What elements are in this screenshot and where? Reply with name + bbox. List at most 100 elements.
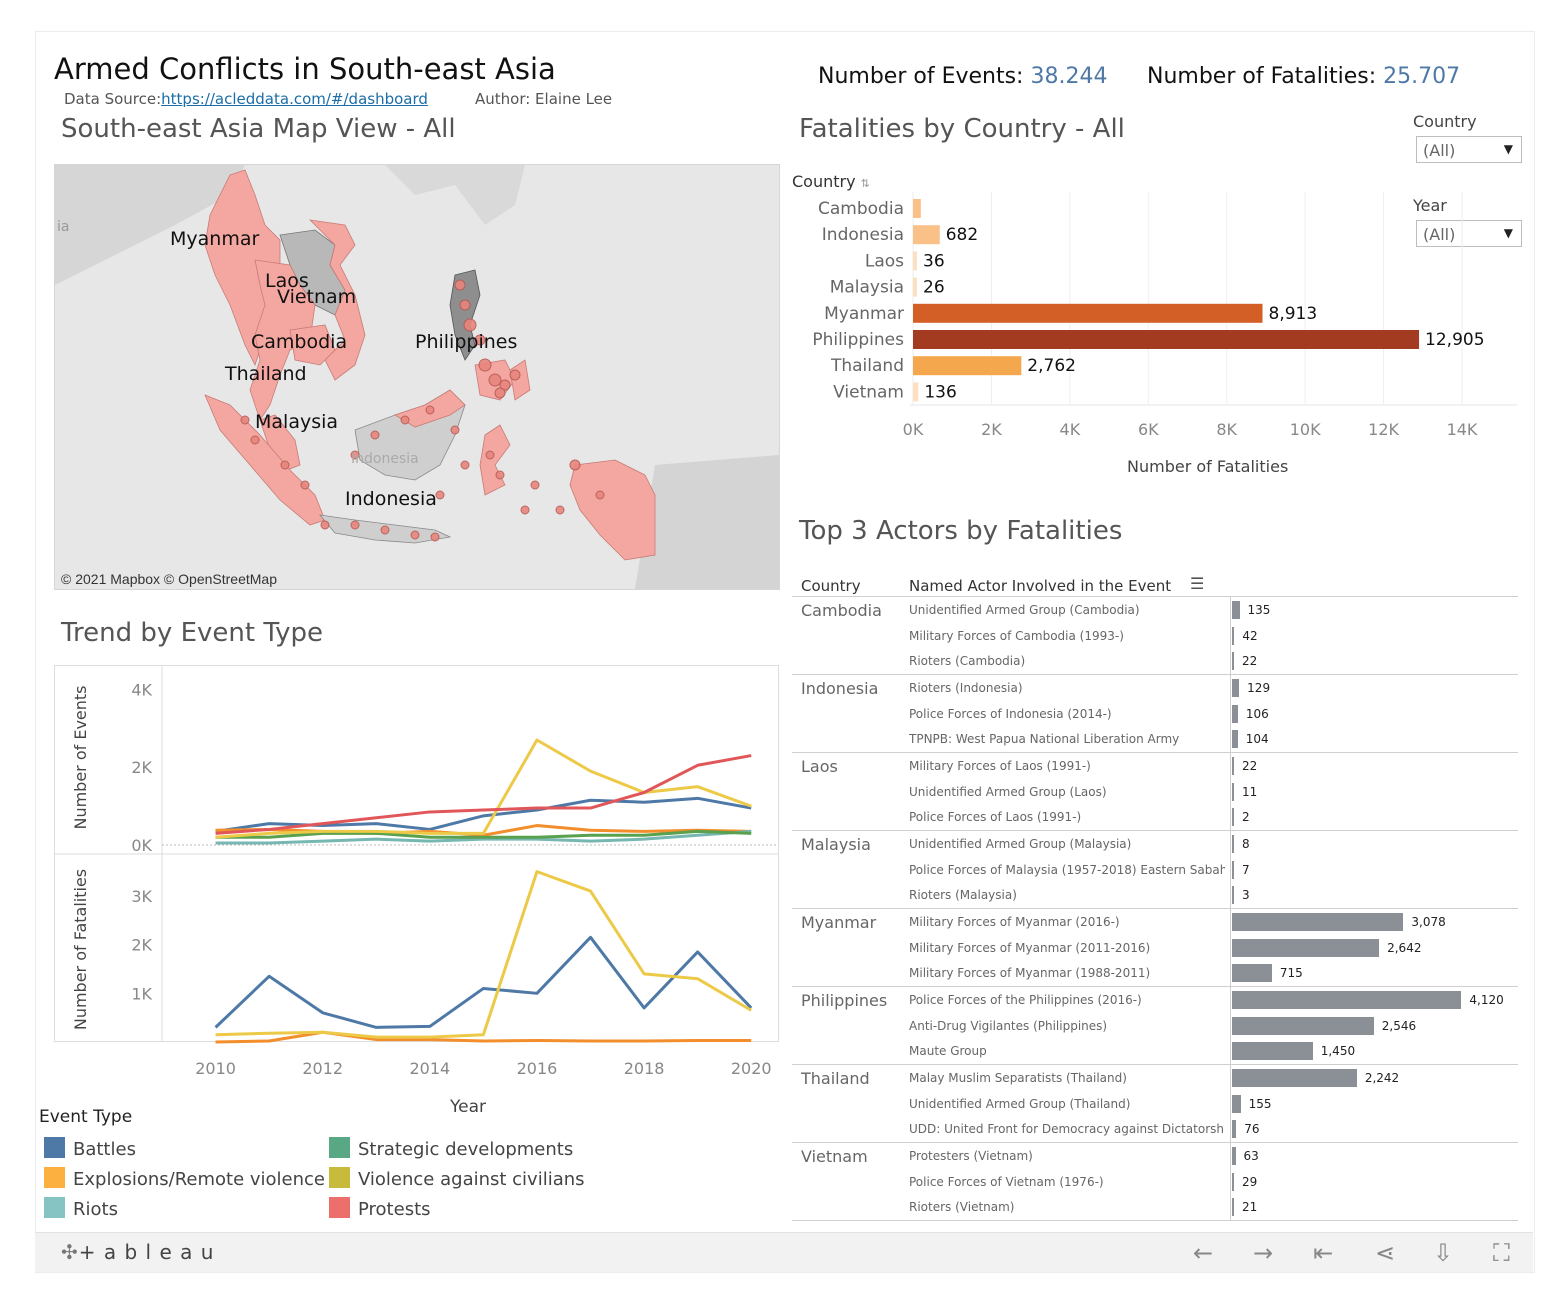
legend-label: Strategic developments [358,1139,573,1160]
actor-bar[interactable] [1232,886,1234,904]
bar[interactable] [913,278,917,297]
actor-row[interactable]: TPNPB: West Papua National Liberation Ar… [792,727,1518,752]
fatalities-country-header[interactable]: Country ⇅ [792,172,870,191]
country-filter-value: (All) [1423,141,1455,160]
actor-bar[interactable] [1232,730,1238,748]
actor-row[interactable]: Maute Group 1,450 [792,1039,1518,1064]
bar[interactable] [913,382,918,401]
actor-bar[interactable] [1232,1095,1241,1113]
actor-row[interactable]: Unidentified Armed Group (Thailand) 155 [792,1092,1518,1117]
actor-row[interactable]: Unidentified Armed Group (Laos) 11 [792,780,1518,805]
revert-icon[interactable]: ⇤ [1313,1239,1333,1267]
share-icon[interactable]: ⋖ [1375,1239,1395,1267]
series-line[interactable] [216,937,752,1027]
country-filter-dropdown[interactable]: (All) ▼ [1416,136,1522,163]
actors-col-actor[interactable]: Named Actor Involved in the Event [909,577,1171,595]
actor-bar[interactable] [1232,757,1234,775]
actor-bar[interactable] [1232,835,1234,853]
sort-icon[interactable]: ⇅ [861,177,870,190]
actor-bar[interactable] [1232,1120,1236,1138]
actor-bar[interactable] [1232,1042,1313,1060]
download-icon[interactable]: ⇩ [1433,1239,1453,1267]
actor-row[interactable]: Military Forces of Myanmar (2016-) 3,078 [792,910,1518,935]
actors-col-country[interactable]: Country [801,577,861,595]
actor-group: Cambodia Unidentified Armed Group (Cambod… [792,597,1518,675]
sulawesi-shape[interactable] [480,425,510,495]
legend-item-protests[interactable]: Protests [329,1197,431,1220]
trend-line-chart[interactable]: 0K 2K 4K Number of Events 1K 2K 3K Number of Fa… [54,665,780,1090]
actor-row[interactable]: Military Forces of Myanmar (2011-2016) 2,… [792,936,1518,961]
actor-row[interactable]: Rioters (Cambodia) 22 [792,649,1518,674]
actor-bar[interactable] [1232,1198,1234,1216]
bar[interactable] [913,356,1021,375]
actor-value: 3 [1242,888,1250,902]
actor-bar[interactable] [1232,913,1403,931]
map-canvas[interactable]: Myanmar Laos Vietnam Cambodia Philippine… [55,165,779,589]
bar[interactable] [913,225,940,244]
actor-bar[interactable] [1232,939,1379,957]
actor-row[interactable]: Military Forces of Cambodia (1993-) 42 [792,624,1518,649]
actor-bar[interactable] [1232,679,1239,697]
undo-icon[interactable]: ← [1193,1239,1213,1267]
series-line[interactable] [216,872,752,1038]
actor-row[interactable]: UDD: United Front for Democracy against … [792,1117,1518,1142]
actor-row[interactable]: Police Forces of Vietnam (1976-) 29 [792,1170,1518,1195]
bar[interactable] [913,199,921,218]
actor-row[interactable]: Police Forces of Malaysia (1957-2018) Ea… [792,858,1518,883]
actor-row[interactable]: Rioters (Vietnam) 21 [792,1195,1518,1220]
actor-bar[interactable] [1232,1147,1236,1165]
actor-row[interactable]: Police Forces of Indonesia (2014-) 106 [792,702,1518,727]
actor-name: Military Forces of Cambodia (1993-) [909,629,1225,643]
actor-row[interactable]: Rioters (Malaysia) 3 [792,883,1518,908]
actor-bar[interactable] [1232,705,1238,723]
actor-value: 1,450 [1321,1044,1355,1058]
actor-row[interactable]: Malay Muslim Separatists (Thailand) 2,242 [792,1066,1518,1091]
actor-bar[interactable] [1232,1173,1234,1191]
series-line[interactable] [216,756,752,834]
actor-bar[interactable] [1232,964,1272,982]
actor-row[interactable]: Military Forces of Laos (1991-) 22 [792,754,1518,779]
actor-bar[interactable] [1232,601,1240,619]
actor-group: Philippines Police Forces of the Philippi… [792,987,1518,1065]
actor-bar[interactable] [1232,783,1234,801]
legend-item-riots[interactable]: Riots [44,1197,118,1220]
series-line[interactable] [216,740,752,837]
actor-row[interactable]: Unidentified Armed Group (Malaysia) 8 [792,832,1518,857]
redo-icon[interactable]: → [1253,1239,1273,1267]
actor-bar[interactable] [1232,1069,1357,1087]
legend-item-explosions[interactable]: Explosions/Remote violence [44,1167,325,1190]
map-label-thailand: Thailand [224,363,307,385]
papua-shape[interactable] [570,460,655,560]
legend-label: Explosions/Remote violence [73,1169,325,1190]
bar[interactable] [913,330,1419,349]
actor-row[interactable]: Unidentified Armed Group (Cambodia) 135 [792,598,1518,623]
fatalities-bar-chart[interactable]: 0K 2K 4K 6K 8K 10K 12K 14K Cambodia Indonesia 682 L… [792,192,1527,482]
actor-row[interactable]: Protesters (Vietnam) 63 [792,1144,1518,1169]
actor-bar[interactable] [1232,808,1234,826]
actor-bar[interactable] [1232,991,1461,1009]
x-tick-label: 12K [1368,420,1399,439]
data-source-link[interactable]: https://acleddata.com/#/dashboard [161,90,428,108]
actor-row[interactable]: Rioters (Indonesia) 129 [792,676,1518,701]
map-view[interactable]: Myanmar Laos Vietnam Cambodia Philippine… [54,164,780,590]
actor-value: 42 [1242,629,1257,643]
sort-descending-icon[interactable]: ☰ [1190,574,1204,593]
actor-value: 2,242 [1365,1071,1399,1085]
actor-bar[interactable] [1232,1017,1374,1035]
x-tick-label: 2020 [731,1059,772,1078]
actor-row[interactable]: Anti-Drug Vigilantes (Philippines) 2,546 [792,1014,1518,1039]
fullscreen-icon[interactable]: ⛶ [1493,1239,1510,1267]
actor-row[interactable]: Military Forces of Myanmar (1988-2011) 71… [792,961,1518,986]
legend-item-violence[interactable]: Violence against civilians [329,1167,585,1190]
legend-item-battles[interactable]: Battles [44,1137,136,1160]
actor-bar[interactable] [1232,861,1234,879]
bar[interactable] [913,251,917,270]
bar[interactable] [913,304,1263,323]
actor-value: 63 [1244,1149,1259,1163]
legend-item-strategic[interactable]: Strategic developments [329,1137,573,1160]
tableau-logo[interactable]: ✣+ a b l e a u [61,1240,214,1264]
actor-row[interactable]: Police Forces of Laos (1991-) 2 [792,805,1518,830]
actor-bar[interactable] [1232,652,1234,670]
actor-row[interactable]: Police Forces of the Philippines (2016-)… [792,988,1518,1013]
actor-bar[interactable] [1232,627,1234,645]
